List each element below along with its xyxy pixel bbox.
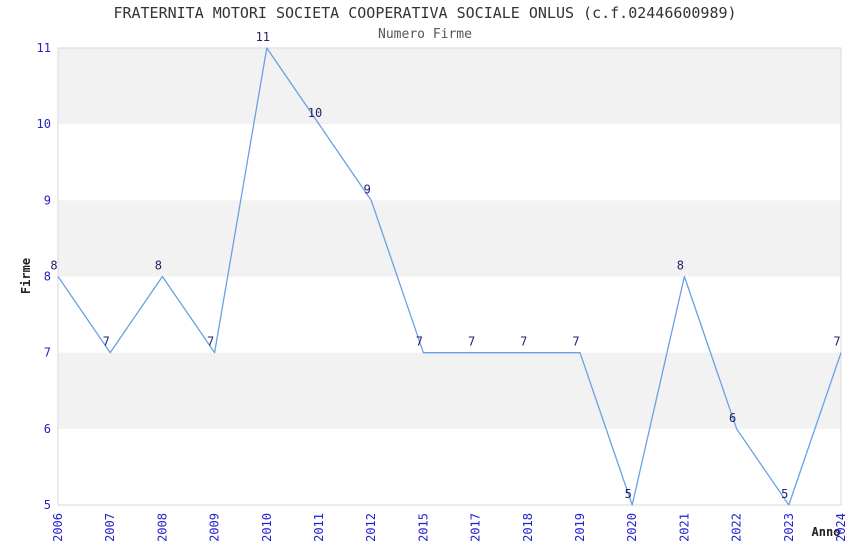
y-tick-label: 8 bbox=[44, 270, 51, 284]
x-tick-label: 2020 bbox=[625, 513, 639, 542]
data-point-label: 7 bbox=[416, 335, 423, 349]
y-tick-label: 11 bbox=[37, 41, 51, 55]
x-tick-label: 2006 bbox=[51, 513, 65, 542]
x-tick-label: 2024 bbox=[834, 513, 848, 542]
data-point-label: 7 bbox=[468, 335, 475, 349]
data-point-label: 7 bbox=[572, 335, 579, 349]
grid-band bbox=[58, 352, 841, 429]
y-tick-label: 7 bbox=[44, 346, 51, 360]
x-tick-label: 2009 bbox=[208, 513, 222, 542]
x-tick-label: 2012 bbox=[364, 513, 378, 542]
x-tick-label: 2019 bbox=[573, 513, 587, 542]
data-point-label: 7 bbox=[520, 335, 527, 349]
x-tick-label: 2008 bbox=[155, 513, 169, 542]
x-tick-label: 2007 bbox=[103, 513, 117, 542]
data-point-label: 5 bbox=[781, 487, 788, 501]
data-point-label: 10 bbox=[308, 106, 322, 120]
y-tick-label: 6 bbox=[44, 422, 51, 436]
data-point-label: 6 bbox=[729, 411, 736, 425]
grid-band bbox=[58, 200, 841, 277]
data-point-label: 7 bbox=[207, 335, 214, 349]
data-point-label: 7 bbox=[103, 335, 110, 349]
data-point-label: 11 bbox=[256, 30, 270, 44]
grid-band bbox=[58, 48, 841, 125]
x-axis-title: Anno bbox=[811, 525, 841, 539]
y-tick-label: 5 bbox=[44, 498, 51, 512]
data-point-label: 8 bbox=[677, 259, 684, 273]
x-tick-label: 2010 bbox=[260, 513, 274, 542]
data-point-label: 7 bbox=[833, 335, 840, 349]
data-point-label: 8 bbox=[155, 259, 162, 273]
chart-title: FRATERNITA MOTORI SOCIETA COOPERATIVA SO… bbox=[113, 4, 737, 22]
y-tick-label: 10 bbox=[37, 117, 51, 131]
x-tick-label: 2022 bbox=[730, 513, 744, 542]
x-tick-label: 2023 bbox=[782, 513, 796, 542]
x-tick-label: 2017 bbox=[469, 513, 483, 542]
x-tick-label: 2011 bbox=[312, 513, 326, 542]
data-point-label: 9 bbox=[364, 182, 371, 196]
data-point-label: 5 bbox=[625, 487, 632, 501]
x-tick-label: 2021 bbox=[677, 513, 691, 542]
data-point-label: 8 bbox=[50, 259, 57, 273]
x-tick-label: 2018 bbox=[521, 513, 535, 542]
y-tick-label: 9 bbox=[44, 193, 51, 207]
chart-subtitle: Numero Firme bbox=[378, 27, 472, 42]
x-tick-label: 2015 bbox=[416, 513, 430, 542]
series-line bbox=[57, 47, 842, 506]
